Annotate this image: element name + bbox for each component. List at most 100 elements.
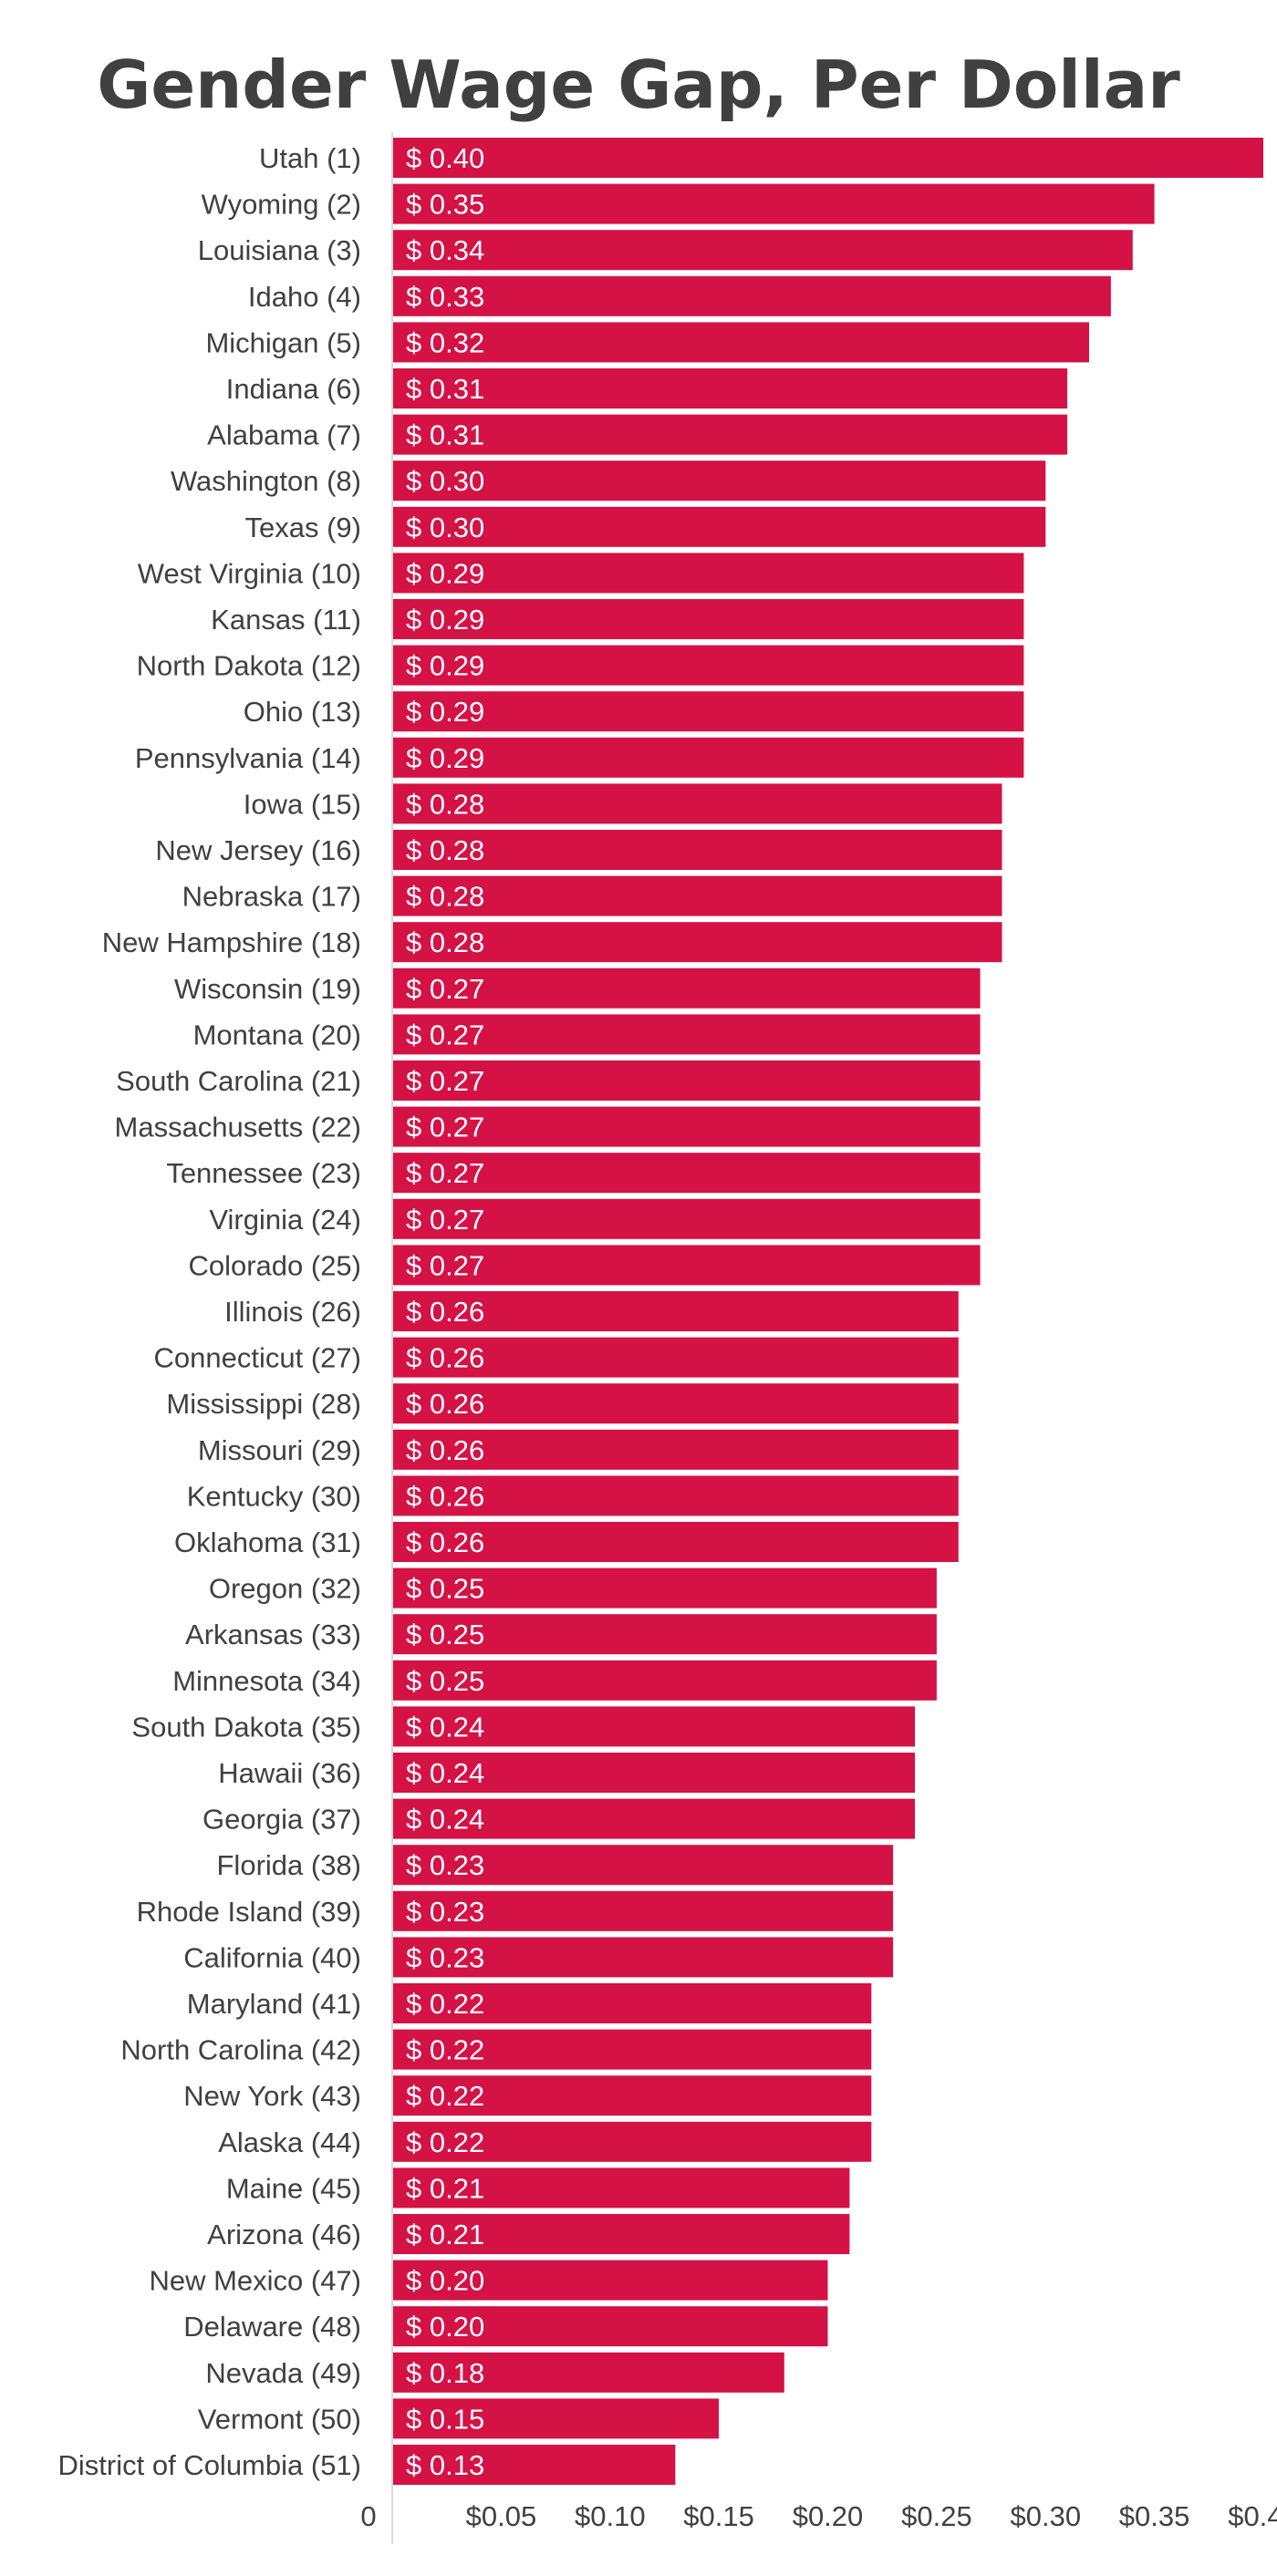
category-label: Mississippi (28) [166,1388,361,1420]
value-label: $ 0.35 [406,189,484,221]
category-label: Hawaii (36) [218,1757,361,1789]
category-label: Maine (45) [226,2172,361,2204]
bar [392,1429,959,1470]
category-label: Ohio (13) [244,696,361,728]
category-label: New Jersey (16) [155,834,361,866]
category-label: Indiana (6) [226,373,361,405]
category-label: Michigan (5) [205,326,361,358]
category-label: Arizona (46) [207,2219,361,2250]
bar [392,1014,981,1055]
x-tick-label: $0.25 [901,2500,972,2532]
category-label: North Dakota (12) [137,650,361,682]
category-label: Virginia (24) [209,1204,361,1236]
bar [392,2352,784,2393]
value-label: $ 0.26 [406,1526,484,1558]
category-label: New Mexico (47) [149,2265,361,2297]
value-label: $ 0.15 [406,2403,484,2435]
value-label: $ 0.21 [406,2219,484,2250]
category-label: Minnesota (34) [172,1665,361,1697]
value-label: $ 0.22 [406,2080,484,2112]
bar [392,967,981,1009]
category-label: Delaware (48) [183,2311,361,2343]
bar [392,691,1024,732]
bar [392,599,1024,639]
value-label: $ 0.26 [406,1388,484,1420]
value-label: $ 0.29 [406,604,484,636]
bar [392,2260,828,2301]
value-label: $ 0.28 [406,834,484,866]
value-label: $ 0.18 [406,2357,484,2389]
bar [392,368,1068,409]
category-label: Arkansas (33) [185,1619,361,1650]
value-label: $ 0.26 [406,1480,484,1512]
bar [392,1937,894,1978]
value-label: $ 0.40 [406,142,484,174]
value-label: $ 0.22 [406,2126,484,2158]
bar [392,2398,720,2439]
value-label: $ 0.34 [406,234,484,266]
value-label: $ 0.24 [406,1711,484,1743]
value-label: $ 0.27 [406,1157,484,1189]
category-label: District of Columbia (51) [58,2449,361,2481]
category-label: Wisconsin (19) [174,973,361,1005]
category-label: Connecticut (27) [154,1342,361,1374]
value-label: $ 0.27 [406,1249,484,1281]
category-label: Louisiana (3) [198,234,361,266]
value-label: $ 0.27 [406,973,484,1005]
bar [392,922,1002,963]
category-label: Vermont (50) [198,2403,361,2435]
value-label: $ 0.25 [406,1665,484,1697]
bar [392,1614,937,1655]
bar [392,1983,872,2023]
x-tick-label: 0 [360,2500,376,2532]
value-label: $ 0.29 [406,650,484,682]
category-label: Georgia (37) [202,1804,361,1836]
bar [392,1337,959,1378]
category-label: Washington (8) [171,465,361,497]
bar [392,1753,915,1793]
value-label: $ 0.23 [406,1941,484,1973]
chart-title: Gender Wage Gap, Per Dollar [97,47,1180,123]
category-label: Pennsylvania (14) [135,742,361,774]
category-label: New Hampshire (18) [102,926,361,958]
bar [392,1153,981,1194]
value-label: $ 0.31 [406,419,484,451]
x-tick-label: $0.20 [793,2500,864,2532]
bar [392,2214,850,2254]
value-label: $ 0.26 [406,1434,484,1466]
category-label: Texas (9) [245,512,361,543]
bar [392,1291,959,1331]
value-label: $ 0.26 [406,1342,484,1374]
category-label: Missouri (29) [198,1434,361,1466]
value-label: $ 0.32 [406,326,484,358]
bar [392,1245,981,1286]
bar [392,460,1046,502]
category-label: Oklahoma (31) [174,1526,361,1558]
value-label: $ 0.27 [406,1204,484,1236]
bar [392,1890,894,1931]
bar [392,1660,937,1701]
value-label: $ 0.24 [406,1757,484,1789]
value-label: $ 0.27 [406,1019,484,1050]
category-label: Nevada (49) [205,2357,361,2389]
x-tick-label: $0.15 [683,2500,754,2532]
value-label: $ 0.31 [406,373,484,405]
value-label: $ 0.24 [406,1804,484,1836]
x-tick-label: $0.30 [1011,2500,1082,2532]
category-label: Colorado (25) [188,1249,361,1281]
x-tick-label: $0.10 [575,2500,646,2532]
bar [392,2075,872,2116]
bar [392,783,1002,824]
category-label: New York (43) [183,2080,361,2112]
value-labels: $ 0.40 $ 0.35 $ 0.34 $ 0.33 $ 0.32 $ 0.31 $ 0.… [406,142,484,2481]
value-label: $ 0.29 [406,742,484,774]
category-label: Florida (38) [217,1849,362,1881]
bar [392,1706,915,1747]
category-label: Rhode Island (39) [137,1896,361,1928]
bar [392,414,1068,455]
category-label: South Carolina (21) [116,1065,361,1097]
value-label: $ 0.30 [406,465,484,497]
category-label: Iowa (15) [244,788,361,820]
category-label: Utah (1) [259,142,361,174]
